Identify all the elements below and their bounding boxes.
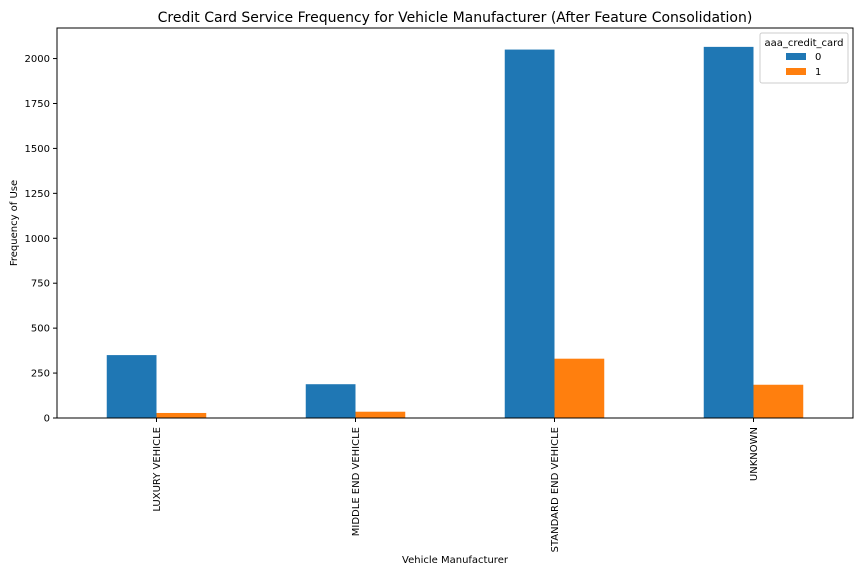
- y-tick-label: 1500: [25, 144, 50, 155]
- plot-frame: [56, 27, 854, 419]
- chart-title: Credit Card Service Frequency for Vehicl…: [158, 10, 753, 26]
- legend-title: aaa_credit_card: [765, 38, 844, 49]
- y-tick-label: 0: [44, 414, 50, 425]
- legend-label-1: 1: [815, 67, 821, 78]
- x-tick-label: UNKNOWN: [749, 427, 760, 481]
- x-tick-label: MIDDLE END VEHICLE: [351, 427, 362, 536]
- bar-series-1-2: [554, 358, 605, 418]
- legend: aaa_credit_card 0 1: [759, 32, 849, 84]
- y-tick-label: 1250: [25, 189, 50, 200]
- bar-series-0-2: [504, 49, 555, 418]
- y-tick-label: 250: [31, 369, 50, 380]
- y-tick-label: 500: [31, 324, 50, 335]
- y-tick-label: 1000: [25, 234, 50, 245]
- x-tick-label: LUXURY VEHICLE: [152, 427, 163, 512]
- x-axis-title: Vehicle Manufacturer: [402, 555, 509, 566]
- legend-swatch-1: [786, 68, 806, 75]
- legend-swatch-0: [786, 53, 806, 60]
- plot-area: 0 250 500 750 1000 1250 1500 1750 2000 LUXURY VEH…: [25, 27, 854, 552]
- bar-series-1-3: [753, 384, 804, 418]
- bar-series-1-0: [156, 412, 207, 418]
- bar-series-0-3: [703, 46, 754, 419]
- y-tick-label: 2000: [25, 54, 50, 65]
- y-tick-label: 1750: [25, 99, 50, 110]
- y-axis-title: Frequency of Use: [9, 180, 20, 266]
- legend-label-0: 0: [815, 52, 821, 63]
- y-tick-label: 750: [31, 279, 50, 290]
- x-tick-label: STANDARD END VEHICLE: [550, 427, 561, 552]
- bar-series-1-1: [355, 411, 406, 418]
- bar-series-0-0: [106, 355, 157, 418]
- bar-series-0-1: [305, 384, 356, 418]
